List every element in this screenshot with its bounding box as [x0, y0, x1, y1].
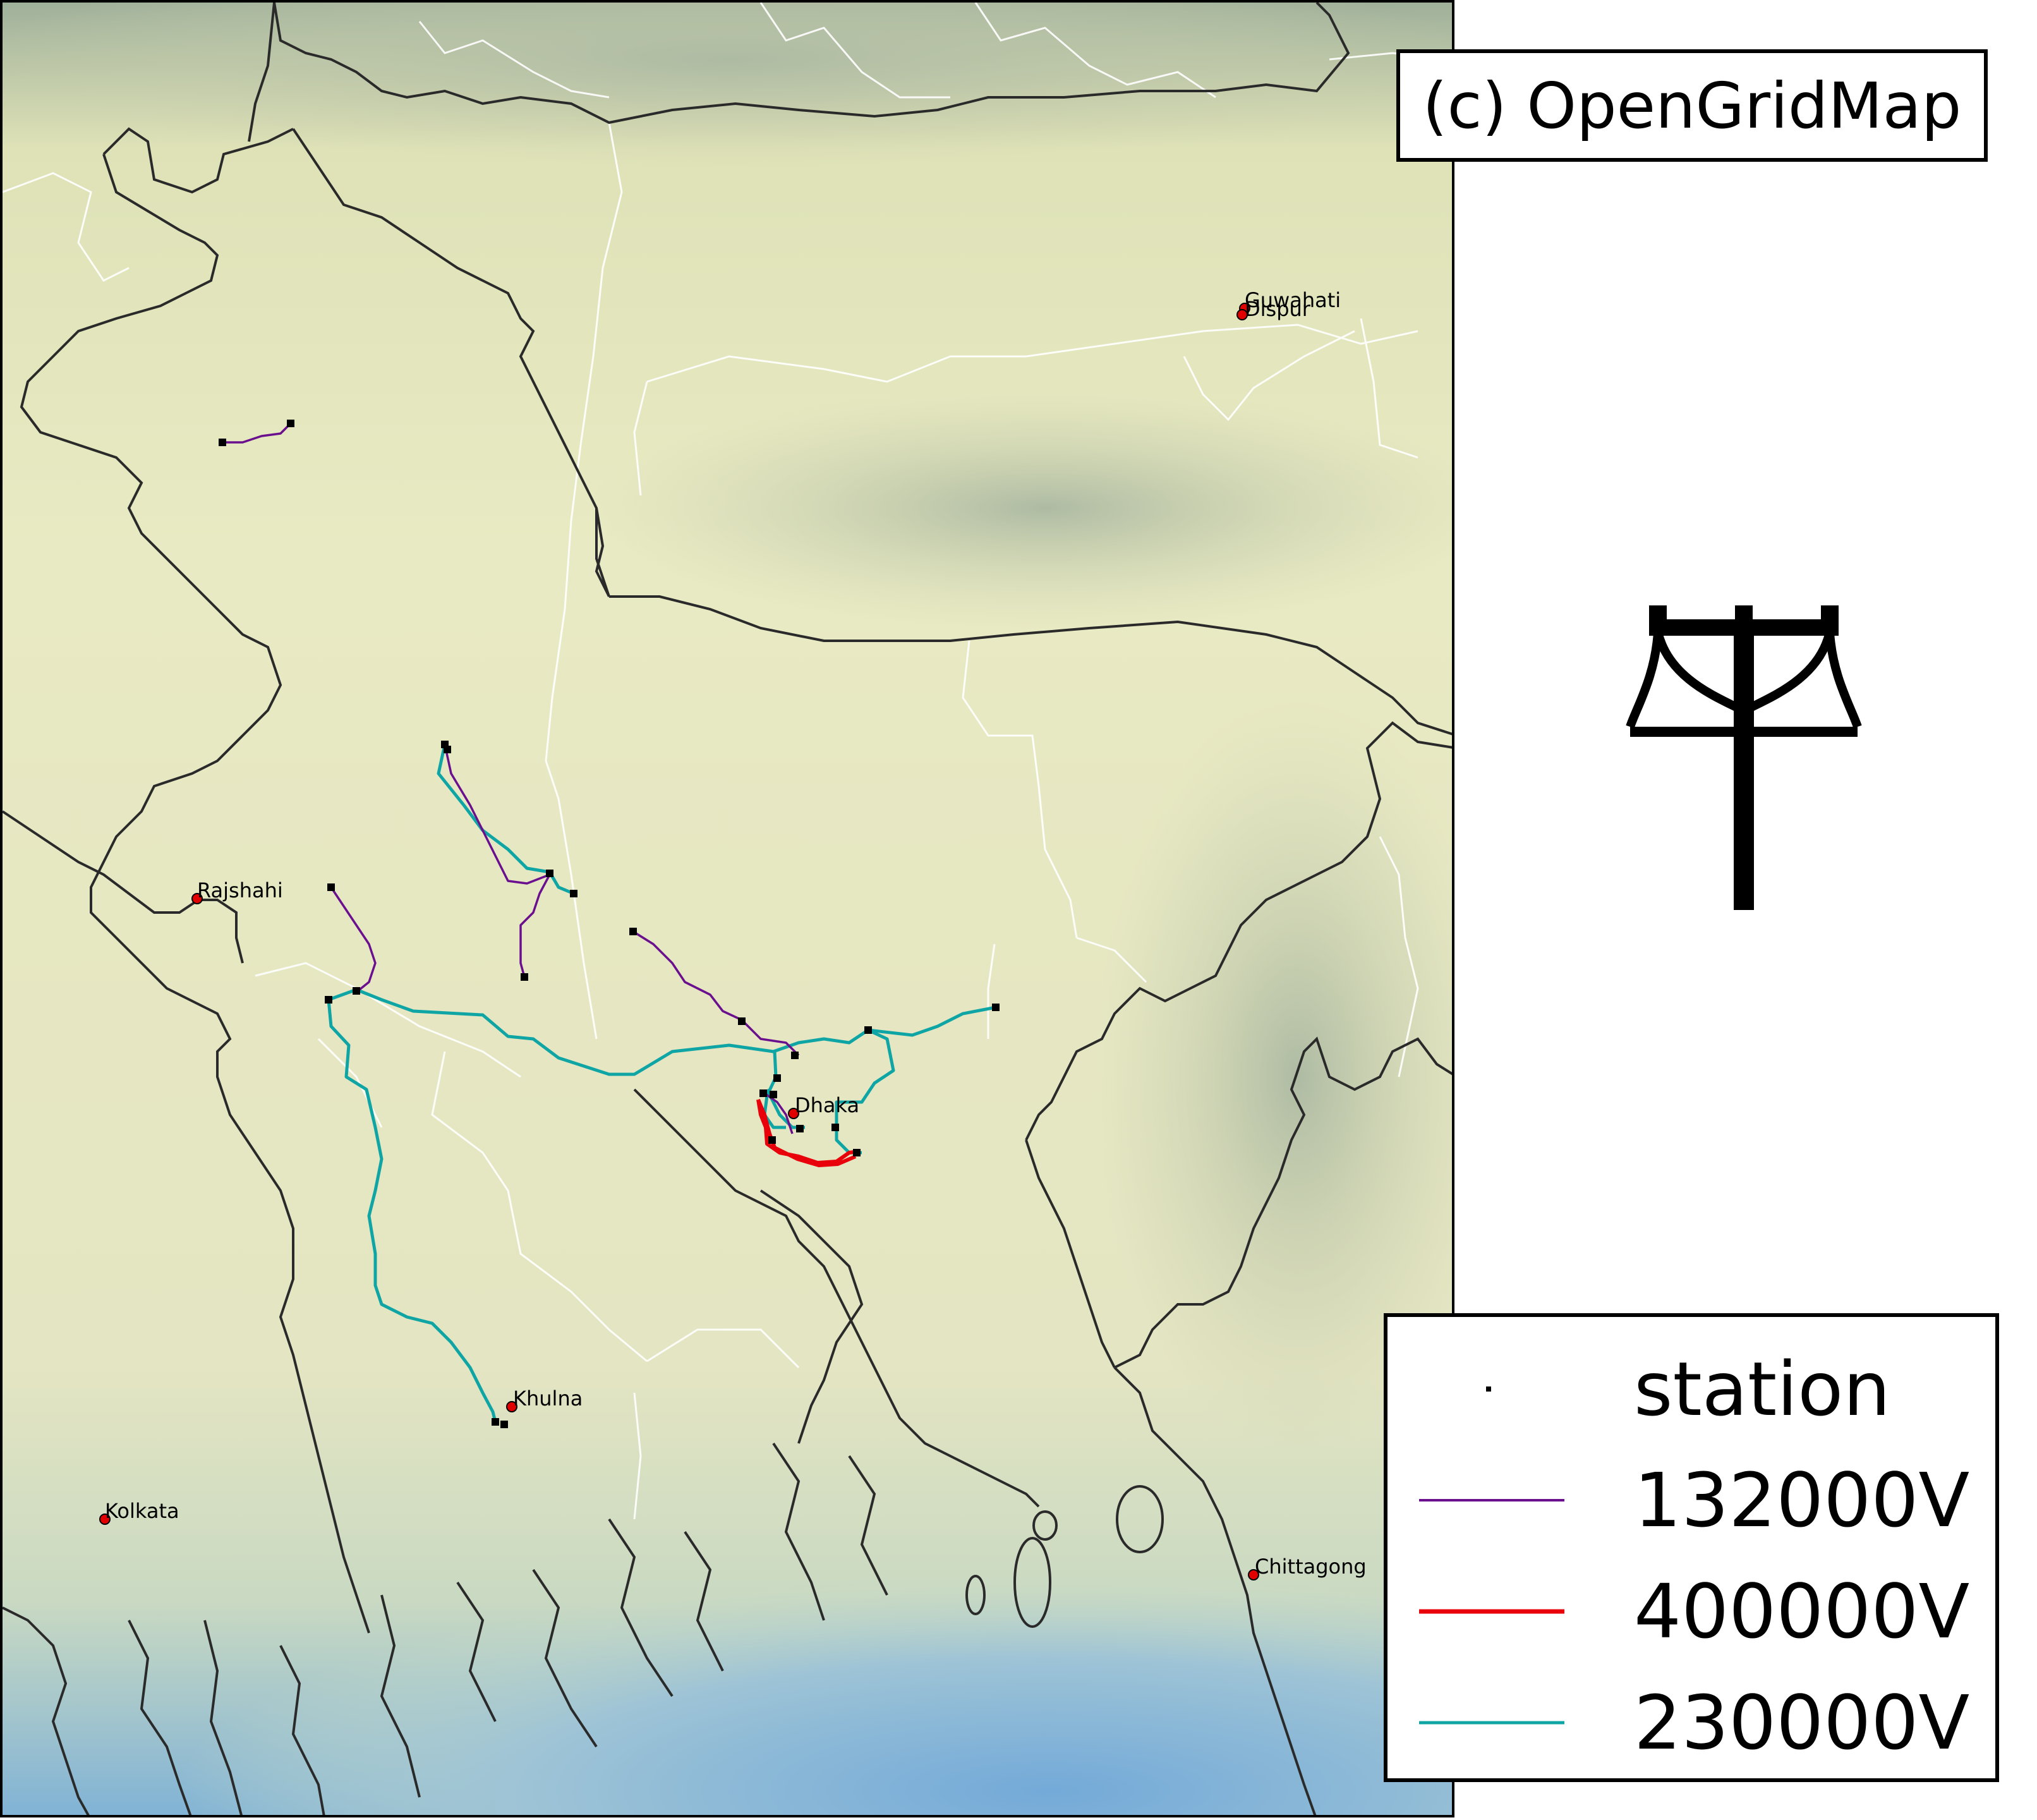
station-marker — [219, 439, 226, 446]
station-marker — [770, 1091, 777, 1098]
lines-132kv — [222, 422, 800, 1134]
station-marker-swatch — [1486, 1386, 1491, 1392]
svg-text:Rajshahi: Rajshahi — [197, 878, 283, 902]
station-marker — [791, 1052, 799, 1059]
legend-label: 230000V — [1634, 1679, 1970, 1766]
station-marker — [521, 973, 528, 981]
lines-230kv — [327, 744, 996, 1423]
islands — [965, 1485, 1164, 1628]
meghalaya-hills — [590, 388, 1452, 628]
power-pylon-icon — [1626, 605, 1862, 910]
station-marker — [796, 1125, 804, 1132]
svg-text:Dhaka: Dhaka — [795, 1093, 859, 1117]
station-marker — [570, 890, 577, 897]
station-marker — [831, 1124, 839, 1131]
svg-text:Dispur: Dispur — [1245, 297, 1311, 321]
line-swatch-132kv — [1419, 1499, 1564, 1502]
city-rajshahi[interactable]: Rajshahi — [191, 878, 283, 904]
station-marker — [992, 1004, 1000, 1011]
legend-item-132kv: 132000V — [1387, 1445, 1995, 1556]
station-marker — [500, 1421, 508, 1428]
station-marker — [327, 883, 335, 891]
station-marker — [773, 1074, 781, 1082]
station-marker — [287, 420, 294, 427]
legend-item-230kv: 230000V — [1387, 1667, 1995, 1778]
legend-item-400kv: 400000V — [1387, 1556, 1995, 1667]
legend-label: station — [1634, 1345, 1891, 1433]
svg-text:Guwahati: Guwahati — [1245, 288, 1341, 312]
station-marker — [629, 928, 637, 935]
station-marker — [738, 1017, 746, 1025]
map-panel[interactable]: Guwahati Dispur Rajshahi Dhaka Khulna Ko… — [0, 0, 1454, 1817]
northern-hills — [3, 3, 1452, 167]
station-marker — [759, 1089, 767, 1097]
city-chittagong[interactable]: Chittagong — [1248, 1555, 1367, 1580]
eastern-hills — [1096, 698, 1452, 1456]
legend-item-station: station — [1387, 1333, 1995, 1445]
line-swatch-400kv — [1419, 1609, 1564, 1614]
city-markers: Guwahati Dispur Rajshahi Dhaka Khulna Ko… — [99, 288, 1367, 1580]
credit-label: (c) OpenGridMap — [1396, 49, 1988, 162]
station-marker — [353, 987, 360, 995]
map-canvas[interactable]: Guwahati Dispur Rajshahi Dhaka Khulna Ko… — [3, 3, 1454, 1817]
city-kolkata[interactable]: Kolkata — [99, 1499, 179, 1525]
svg-text:Khulna: Khulna — [513, 1386, 583, 1410]
admin-borders — [3, 3, 1452, 1520]
station-marker — [864, 1026, 872, 1034]
city-dispur[interactable]: Dispur — [1236, 297, 1311, 321]
city-guwahati[interactable]: Guwahati — [1239, 288, 1341, 314]
legend-label: 400000V — [1634, 1568, 1970, 1655]
svg-text:Kolkata: Kolkata — [105, 1499, 179, 1523]
city-khulna[interactable]: Khulna — [506, 1386, 583, 1412]
bay-of-bengal — [3, 1456, 1452, 1815]
station-marker — [325, 996, 332, 1004]
station-marker — [492, 1418, 499, 1426]
station-marker — [768, 1136, 776, 1144]
city-dhaka[interactable]: Dhaka — [788, 1093, 859, 1119]
station-marker — [444, 746, 451, 753]
lines-400kv — [756, 1098, 860, 1167]
credit-text: (c) OpenGridMap — [1422, 68, 1962, 143]
station-marker — [546, 870, 553, 877]
svg-text:Chittagong: Chittagong — [1255, 1555, 1367, 1579]
stations — [219, 420, 1000, 1428]
international-borders — [3, 3, 1452, 1815]
line-swatch-230kv — [1419, 1721, 1564, 1725]
station-marker — [853, 1149, 861, 1156]
map-legend: station 132000V 400000V 230000V — [1384, 1313, 1999, 1782]
legend-label: 132000V — [1634, 1457, 1970, 1544]
